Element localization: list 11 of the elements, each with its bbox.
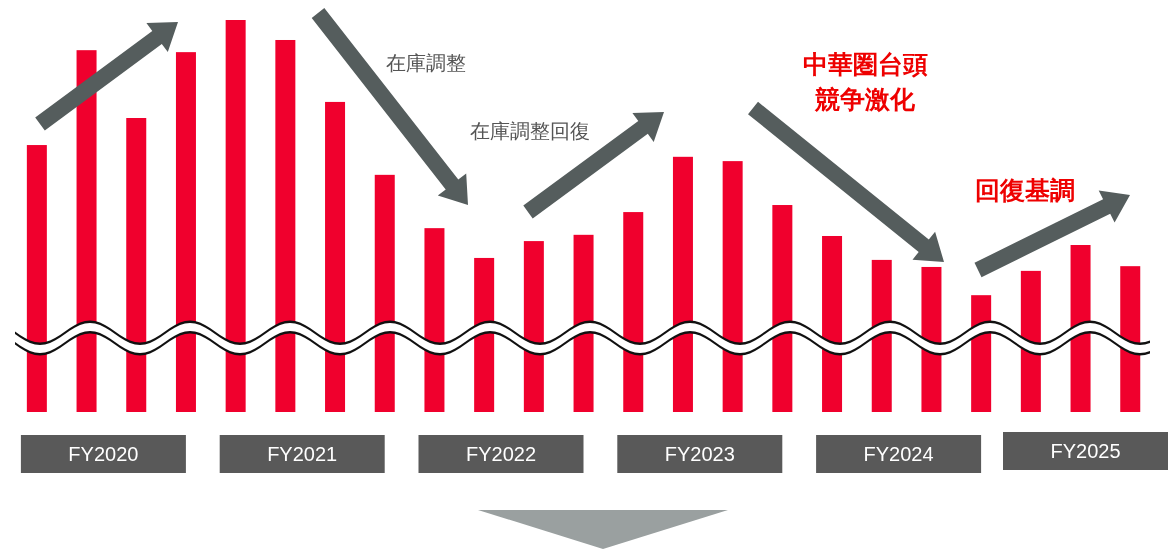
text: FY2022	[465, 443, 537, 465]
text: FY2023	[664, 443, 735, 465]
text: FY2021	[267, 443, 338, 465]
text: FY2025	[1050, 440, 1121, 462]
text: FY2024	[863, 443, 934, 465]
annotation: 中華圏台頭	[802, 50, 928, 78]
annotation: 競争激化	[814, 85, 916, 113]
annotation: 在庫調整回復	[470, 120, 590, 142]
annotation: 在庫調整	[386, 52, 466, 74]
annotation: 回復基調	[975, 176, 1075, 204]
text: FY2020	[68, 443, 139, 465]
